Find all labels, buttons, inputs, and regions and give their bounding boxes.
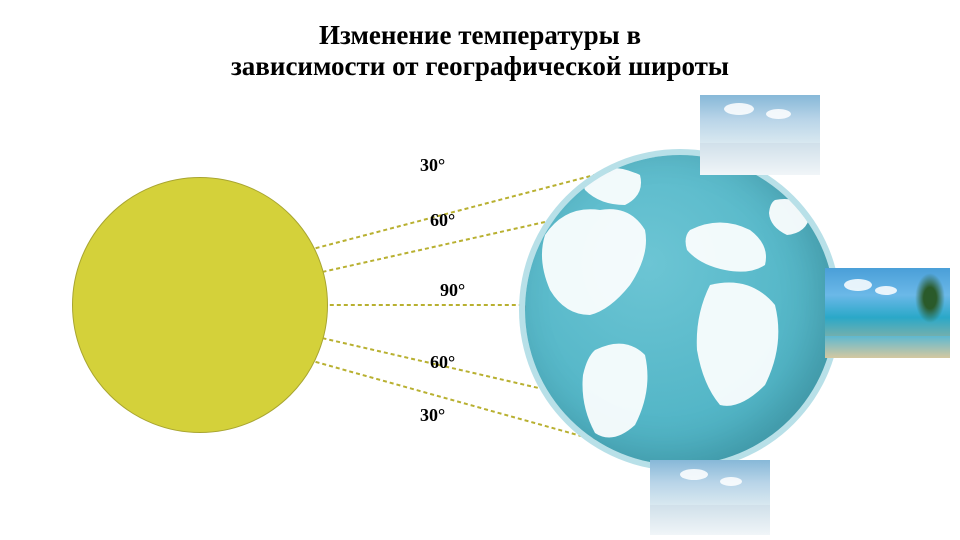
polar-climate-bottom-thumbnail: [650, 460, 770, 535]
earth-globe: [525, 155, 835, 465]
diagram-area: 30° 60° 90° 60° 30°: [0, 110, 960, 540]
sun: [72, 177, 328, 433]
angle-label: 90°: [440, 280, 465, 301]
earth-continents: [525, 155, 835, 465]
polar-climate-top-thumbnail: [700, 95, 820, 175]
angle-label: 30°: [420, 405, 445, 426]
angle-label: 30°: [420, 155, 445, 176]
tropical-climate-thumbnail: [825, 268, 950, 358]
angle-label: 60°: [430, 352, 455, 373]
angle-label: 60°: [430, 210, 455, 231]
